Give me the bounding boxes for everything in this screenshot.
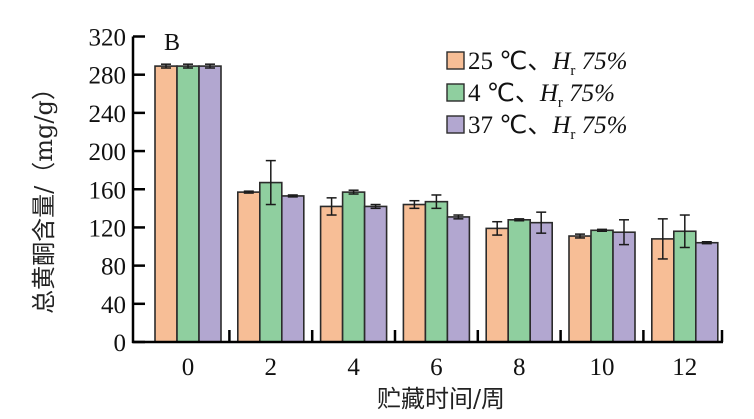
error-bar-4-series-0: [326, 197, 337, 216]
y-tick-label-280: 280: [89, 63, 127, 90]
panel-label: B: [164, 30, 180, 56]
error-bar-2-series-0: [243, 190, 254, 194]
y-ticks: 0 40 80 120 160 200 240 280 320: [89, 25, 145, 357]
error-bar-8-series-0: [492, 220, 503, 236]
bar-6-series-0: [402, 203, 427, 343]
y-tick-label-160: 160: [89, 177, 127, 204]
x-tick-label-8: 8: [513, 354, 526, 381]
legend-swatch-1: [446, 83, 465, 102]
bar-10-series-1: [590, 229, 614, 343]
error-bar-2-series-1: [265, 159, 276, 206]
x-tick-label-10: 10: [590, 354, 615, 381]
bar-8-series-1: [507, 219, 532, 343]
legend-item-2: 37 ℃、Hr 75%: [446, 112, 627, 143]
error-bar-10-series-2: [619, 219, 629, 246]
bar-6-series-1: [424, 200, 449, 343]
bar-2-series-1: [258, 181, 283, 343]
y-tick-label-120: 120: [89, 215, 127, 242]
bars-layer: [154, 65, 719, 343]
error-bar-4-series-2: [370, 203, 381, 210]
legend-swatch-0: [446, 51, 465, 70]
legend-swatch-2: [446, 115, 465, 134]
bar-0-series-0: [154, 65, 178, 343]
error-bar-6-series-1: [431, 194, 442, 210]
legend-item-1: 4 ℃、Hr 75%: [446, 80, 615, 111]
bar-12-series-2: [694, 241, 719, 343]
error-bar-0-series-0: [161, 63, 171, 69]
bar-0-series-2: [198, 65, 222, 343]
legend-label-0: 25 ℃、Hr 75%: [468, 48, 627, 79]
error-bar-2-series-2: [287, 194, 298, 198]
x-tick-label-2: 2: [265, 354, 278, 381]
bar-10-series-0: [568, 235, 592, 343]
bar-0-series-1: [176, 65, 200, 343]
bar-8-series-2: [529, 221, 554, 343]
y-tick-label-320: 320: [89, 25, 127, 52]
bar-8-series-0: [485, 227, 510, 343]
legend-label-2: 37 ℃、Hr 75%: [468, 112, 627, 143]
error-bar-8-series-1: [514, 218, 525, 222]
error-bar-12-series-1: [679, 214, 690, 249]
x-ticks: 0 2 4 6 8 10 12: [182, 330, 724, 381]
y-tick-label-80: 80: [101, 254, 126, 281]
bar-10-series-2: [612, 231, 636, 343]
error-bar-12-series-0: [657, 218, 668, 260]
legend-label-1: 4 ℃、Hr 75%: [468, 80, 615, 111]
bar-4-series-0: [319, 205, 344, 343]
error-bar-0-series-2: [205, 63, 215, 69]
y-tick-label-200: 200: [89, 139, 127, 166]
bar-4-series-1: [341, 191, 366, 343]
error-bar-4-series-1: [348, 189, 359, 195]
error-bar-8-series-2: [536, 211, 547, 234]
x-tick-label-6: 6: [430, 354, 443, 381]
error-bar-0-series-1: [183, 63, 193, 69]
bar-2-series-0: [237, 191, 261, 343]
y-tick-label-240: 240: [89, 101, 127, 128]
bar-2-series-2: [280, 195, 305, 343]
bar-4-series-2: [363, 205, 388, 343]
y-tick-label-0: 0: [114, 330, 127, 357]
legend-item-0: 25 ℃、Hr 75%: [446, 48, 627, 79]
y-axis-title: 总黄酮含量/（mg/g）: [30, 76, 58, 314]
x-axis-title: 贮藏时间/周: [377, 385, 505, 413]
error-bar-10-series-0: [575, 233, 585, 239]
error-bar-6-series-2: [453, 214, 464, 220]
error-bar-10-series-1: [597, 228, 607, 233]
x-tick-label-4: 4: [347, 354, 360, 381]
legend: 25 ℃、Hr 75%4 ℃、Hr 75%37 ℃、Hr 75%: [446, 48, 627, 143]
error-bars-layer: [161, 63, 712, 260]
error-bar-6-series-0: [409, 199, 420, 210]
x-tick-label-12: 12: [672, 354, 697, 381]
error-bar-12-series-2: [701, 241, 712, 245]
x-tick-label-0: 0: [182, 354, 195, 381]
y-tick-label-40: 40: [101, 292, 126, 319]
bar-6-series-2: [446, 216, 471, 343]
